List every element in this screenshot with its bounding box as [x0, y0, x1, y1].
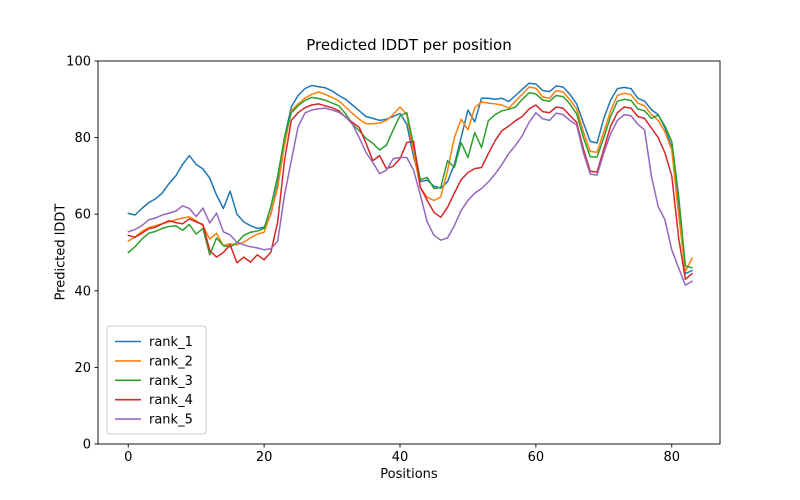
series-line-rank_2 — [127, 86, 693, 273]
x-tick-label: 20 — [256, 450, 273, 465]
x-axis-label: Positions — [380, 467, 438, 482]
legend-label: rank_1 — [149, 335, 193, 350]
x-tick-label: 60 — [528, 450, 545, 465]
legend-label: rank_4 — [149, 393, 193, 408]
y-tick-label: 40 — [74, 284, 91, 299]
legend-label: rank_3 — [149, 374, 193, 389]
y-tick-label: 80 — [74, 131, 91, 146]
legend-box — [106, 325, 207, 435]
series-line-rank_1 — [127, 82, 693, 275]
legend-label: rank_5 — [149, 413, 193, 428]
y-tick-label: 20 — [74, 361, 91, 376]
y-tick-label: 0 — [83, 438, 91, 453]
chart-title: Predicted lDDT per position — [306, 36, 512, 54]
legend-label: rank_2 — [149, 354, 193, 369]
axes-frame — [97, 60, 721, 445]
series-line-rank_5 — [127, 107, 693, 286]
x-tick-label: 40 — [392, 450, 409, 465]
y-tick-label: 100 — [66, 55, 91, 70]
x-tick-label: 0 — [124, 450, 132, 465]
y-tick-label: 60 — [74, 208, 91, 223]
series-line-rank_3 — [127, 92, 693, 269]
x-tick-label: 80 — [663, 450, 680, 465]
series-line-rank_4 — [127, 103, 693, 281]
